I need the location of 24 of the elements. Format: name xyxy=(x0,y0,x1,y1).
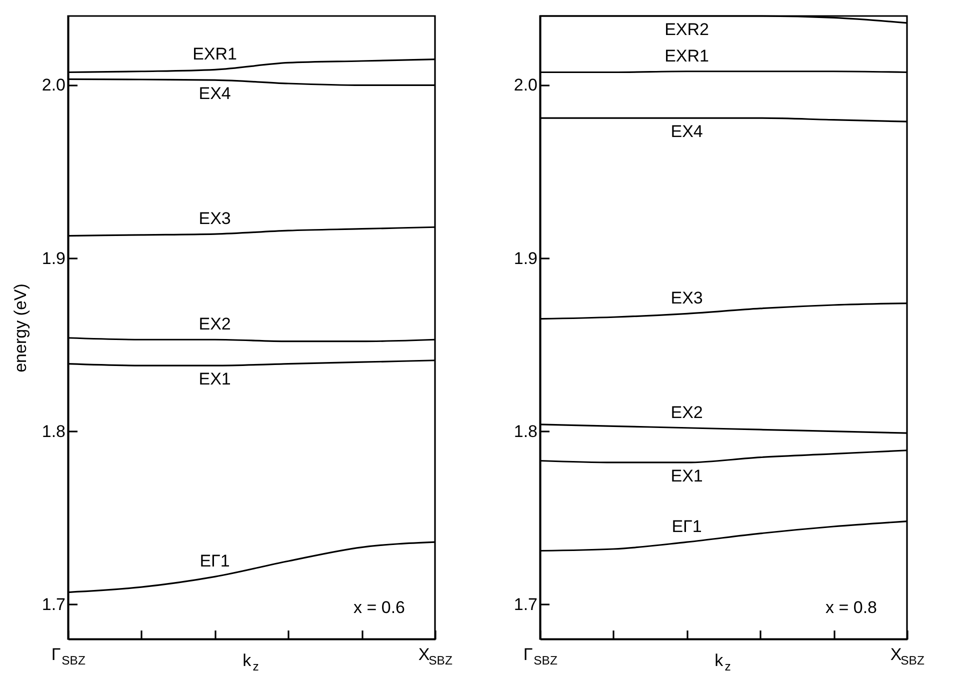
y-tick-label: 2.0 xyxy=(514,76,538,95)
series-label: EX1 xyxy=(670,466,703,486)
series-label: EΓ1 xyxy=(200,552,230,571)
series-label: EX4 xyxy=(198,84,231,104)
y-tick-label: 1.9 xyxy=(42,248,66,268)
y-axis-title: energy (eV) xyxy=(10,284,30,372)
series-label: EX2 xyxy=(198,314,231,334)
series-label: EΓ1 xyxy=(672,517,702,536)
series-label: EXR1 xyxy=(192,44,238,64)
series-label: EXR2 xyxy=(664,20,710,39)
y-tick-label: 2.0 xyxy=(42,76,66,95)
y-tick-label: 1.8 xyxy=(514,422,538,441)
y-tick-label: 1.7 xyxy=(514,594,538,614)
series-label: EX3 xyxy=(670,288,703,308)
series-label: EXR1 xyxy=(664,46,710,66)
series-label: EX3 xyxy=(198,209,231,228)
series-label: EX4 xyxy=(670,122,703,142)
annotation: x = 0.8 xyxy=(825,598,877,617)
series-label: EX1 xyxy=(198,370,231,389)
y-tick-label: 1.7 xyxy=(42,594,66,614)
annotation: x = 0.6 xyxy=(353,598,405,617)
series-label: EX2 xyxy=(670,402,703,422)
y-tick-label: 1.8 xyxy=(42,422,66,441)
y-tick-label: 1.9 xyxy=(514,248,538,268)
